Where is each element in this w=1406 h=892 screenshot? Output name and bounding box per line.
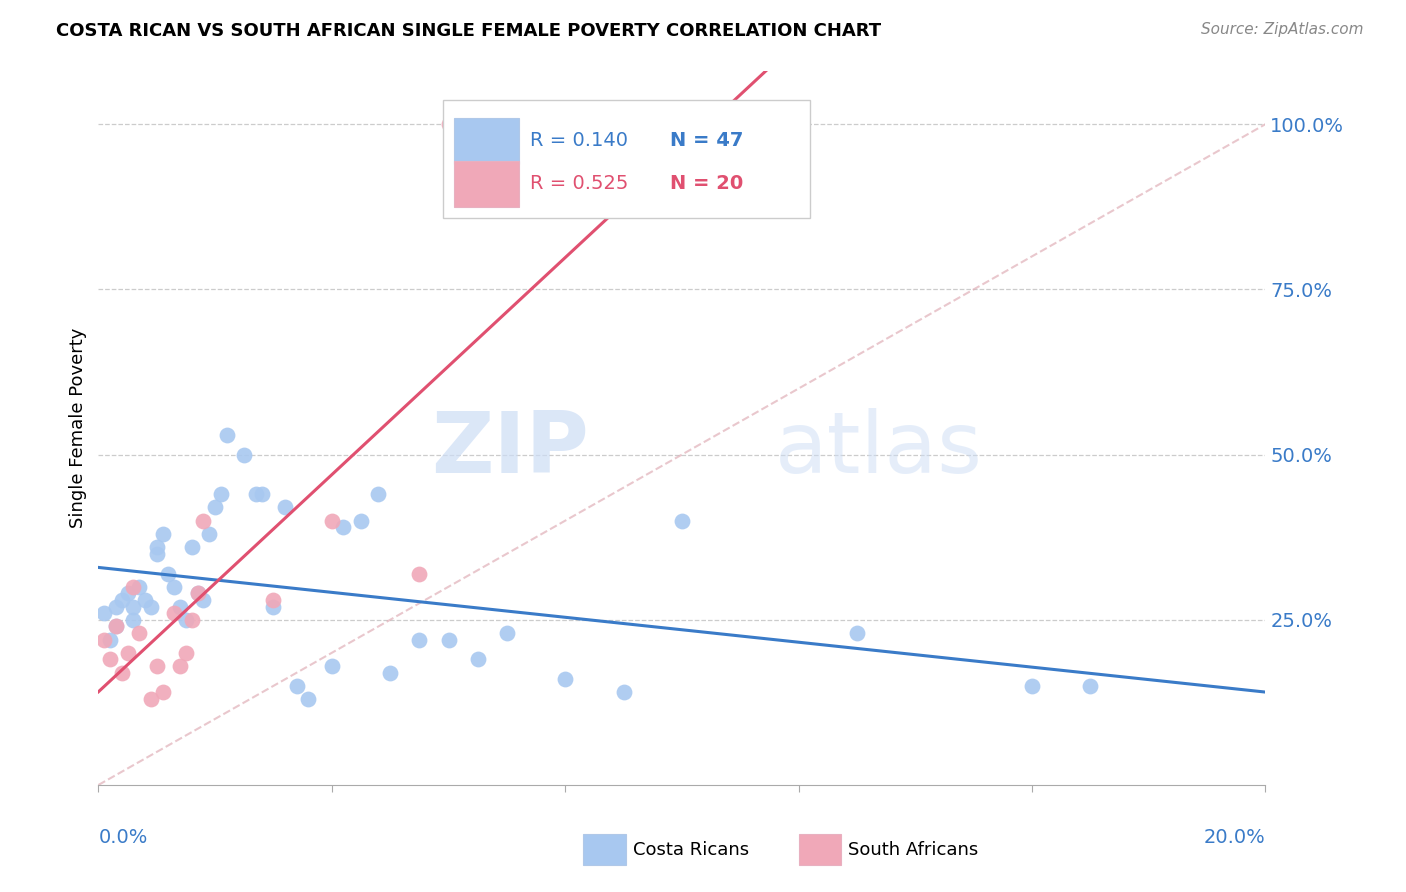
Point (146, 540, 169, 554)
Text: Source: ZipAtlas.com: Source: ZipAtlas.com (1201, 22, 1364, 37)
Text: atlas: atlas (775, 408, 983, 491)
Point (104, 619, 127, 633)
Point (157, 566, 180, 581)
Point (104, 619, 127, 633)
Point (1080, 679, 1102, 693)
Point (163, 606, 186, 620)
Text: R = 0.140: R = 0.140 (530, 131, 628, 151)
Point (93, 632, 115, 647)
Point (111, 593, 134, 607)
Bar (454, 118, 519, 164)
Point (198, 527, 221, 541)
Point (467, 652, 489, 666)
Point (367, 487, 389, 501)
Point (554, 672, 576, 686)
Text: N = 47: N = 47 (671, 131, 744, 151)
Point (169, 659, 191, 673)
Point (174, 646, 197, 660)
Point (408, 632, 430, 647)
Point (128, 580, 150, 594)
Point (180, 540, 202, 554)
Point (193, 593, 215, 607)
Point (122, 580, 145, 594)
Bar (443, 100, 810, 218)
Point (1021, 679, 1043, 693)
Point (128, 626, 150, 640)
Point (321, 659, 343, 673)
Point (152, 527, 174, 541)
Point (163, 580, 186, 594)
Point (98, 652, 121, 666)
Point (104, 599, 127, 614)
Text: N = 20: N = 20 (671, 174, 744, 194)
Point (332, 520, 354, 534)
Point (297, 692, 319, 706)
Text: 0.0%: 0.0% (98, 828, 148, 847)
Point (111, 665, 134, 680)
Point (612, 685, 634, 699)
Point (437, 632, 460, 647)
Point (215, 427, 238, 442)
Point (671, 514, 693, 528)
Point (134, 593, 156, 607)
Point (495, 626, 517, 640)
Point (378, 665, 402, 680)
Point (174, 613, 197, 627)
Point (321, 514, 343, 528)
Point (233, 448, 256, 462)
Point (285, 679, 308, 693)
Point (408, 566, 430, 581)
Text: 20.0%: 20.0% (1204, 828, 1265, 847)
Point (209, 487, 232, 501)
Point (98, 632, 121, 647)
Point (262, 593, 284, 607)
Point (152, 685, 174, 699)
Point (250, 487, 273, 501)
Point (122, 599, 145, 614)
Point (437, 117, 460, 131)
Text: R = 0.525: R = 0.525 (530, 174, 628, 194)
Point (350, 514, 373, 528)
Text: COSTA RICAN VS SOUTH AFRICAN SINGLE FEMALE POVERTY CORRELATION CHART: COSTA RICAN VS SOUTH AFRICAN SINGLE FEMA… (56, 22, 882, 40)
Y-axis label: Single Female Poverty: Single Female Poverty (69, 328, 87, 528)
Point (122, 613, 145, 627)
Point (139, 692, 162, 706)
Text: Costa Ricans: Costa Ricans (633, 841, 749, 859)
Point (146, 547, 169, 561)
Text: ZIP: ZIP (430, 408, 589, 491)
Point (845, 626, 868, 640)
Point (262, 599, 284, 614)
Point (274, 500, 297, 515)
Point (187, 586, 209, 600)
Point (117, 586, 139, 600)
Bar (454, 161, 519, 207)
Point (180, 613, 202, 627)
Point (187, 586, 209, 600)
Point (93, 606, 115, 620)
Point (139, 599, 162, 614)
Point (169, 599, 191, 614)
Point (117, 646, 139, 660)
Point (204, 500, 226, 515)
Text: South Africans: South Africans (848, 841, 979, 859)
Point (245, 487, 267, 501)
Point (146, 659, 169, 673)
Point (193, 514, 215, 528)
